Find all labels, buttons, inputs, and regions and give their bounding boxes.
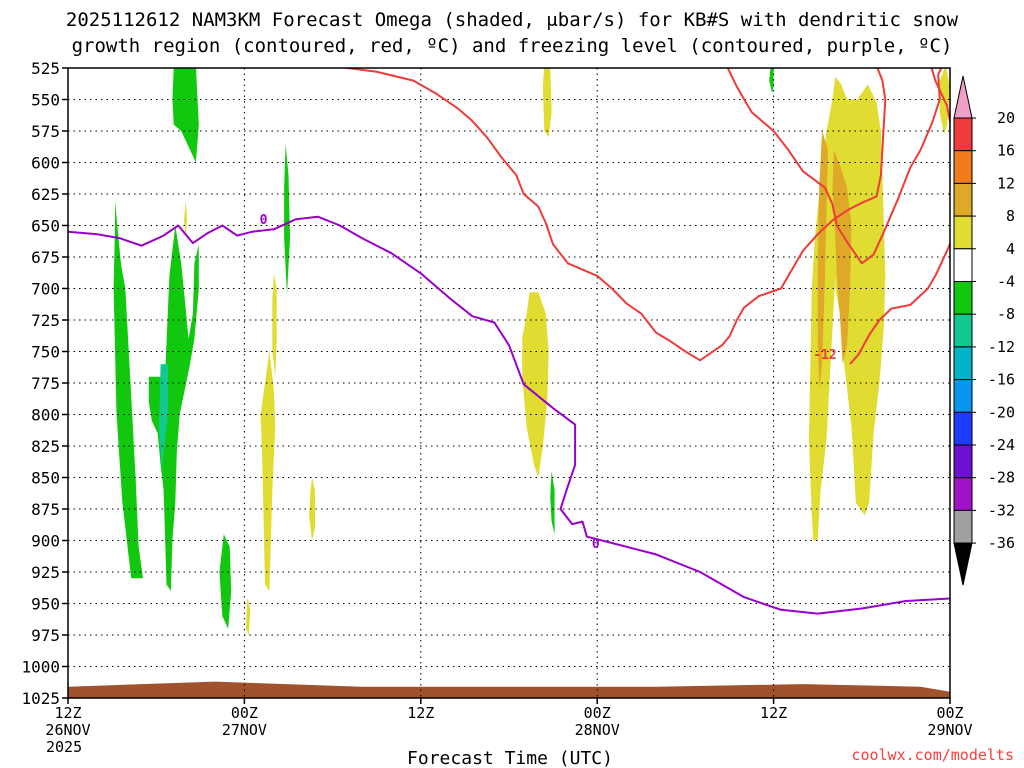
y-tick-label-650: 650 <box>31 217 60 236</box>
y-tick-label-875: 875 <box>31 500 60 519</box>
y-tick-label-925: 925 <box>31 563 60 582</box>
omega-region-pos4-13 <box>522 292 549 478</box>
omega-region-neg12-7 <box>159 364 168 472</box>
y-tick-label-900: 900 <box>31 532 60 551</box>
x-tick-label-0-2: 26NOV <box>45 721 90 739</box>
y-axis: 525 550 575 600 625 650 675 700 725 750 775 800 825 8… <box>21 59 68 708</box>
x-axis-label: Forecast Time (UTC) <box>407 748 613 768</box>
dgz-contour-label: -12 <box>813 348 836 363</box>
colorbar-band-11 <box>953 444 973 479</box>
y-tick-label-800: 800 <box>31 406 60 425</box>
freezing-level-contour <box>68 215 950 615</box>
colorbar-label-5: -4 <box>997 273 1015 291</box>
grid-layer <box>68 68 950 698</box>
y-tick-label-775: 775 <box>31 374 60 393</box>
omega-region-pos4-10 <box>184 200 188 239</box>
colorbar-band-2 <box>953 150 973 184</box>
dgz-contour-2 <box>849 68 950 365</box>
x-tick-label-0-1: 12Z <box>54 704 81 722</box>
y-tick-label-675: 675 <box>31 248 60 267</box>
contour-layer: -12 0 0 <box>68 68 950 615</box>
colorbar-label-9: -20 <box>988 403 1015 421</box>
colorbar-label-1: 16 <box>997 142 1015 160</box>
ground-terrain <box>68 681 950 698</box>
omega-region-neg8-2 <box>148 225 199 591</box>
colorbar-band-10 <box>953 411 973 446</box>
omega-region-neg8-0 <box>113 200 143 579</box>
y-tick-label-825: 825 <box>31 437 60 456</box>
colorbar-band-4 <box>953 215 973 250</box>
y-tick-label-575: 575 <box>31 122 60 141</box>
colorbar-label-6: -8 <box>997 305 1015 323</box>
colorbar-label-8: -16 <box>988 371 1015 389</box>
x-tick-label-0-3: 2025 <box>46 738 82 756</box>
colorbar-label-4: 4 <box>1006 240 1015 258</box>
x-tick-label-2-1: 12Z <box>407 704 434 722</box>
colorbar: 20 16 12 8 4 -4 -8 -12 -16 -20 -24 -28 -32 -36 <box>953 75 1015 586</box>
y-tick-label-950: 950 <box>31 595 60 614</box>
y-tick-label-625: 625 <box>31 185 60 204</box>
y-tick-label-850: 850 <box>31 469 60 488</box>
colorbar-band-12 <box>953 477 973 511</box>
colorbar-band-9 <box>953 379 973 413</box>
y-tick-label-525: 525 <box>31 59 60 78</box>
y-tick-label-1025: 1025 <box>21 689 60 708</box>
y-tick-label-975: 975 <box>31 626 60 645</box>
omega-region-pos4-14 <box>542 68 552 138</box>
dgz-contour-0 <box>337 68 887 362</box>
colorbar-label-11: -28 <box>988 469 1015 487</box>
colorbar-label-12: -32 <box>988 501 1015 519</box>
colorbar-band-8 <box>953 346 973 381</box>
y-tick-label-1000: 1000 <box>21 658 60 677</box>
x-tick-label-3-2: 28NOV <box>575 721 620 739</box>
x-tick-label-4-1: 12Z <box>760 704 787 722</box>
ground-layer <box>68 681 950 698</box>
colorbar-label-2: 12 <box>997 174 1015 192</box>
x-tick-label-1-1: 00Z <box>231 704 258 722</box>
credit-text: coolwx.com/modelts <box>851 746 1014 764</box>
omega-region-neg8-4 <box>284 143 290 295</box>
colorbar-band-5 <box>953 248 973 283</box>
freezing-level-label-0: 0 <box>260 213 268 228</box>
y-tick-label-725: 725 <box>31 311 60 330</box>
colorbar-band-6 <box>953 281 973 315</box>
colorbar-top-triangle <box>953 75 973 119</box>
omega-region-neg8-6 <box>769 68 774 94</box>
omega-region-neg8-5 <box>550 471 555 535</box>
y-tick-label-600: 600 <box>31 154 60 173</box>
colorbar-label-10: -24 <box>988 436 1015 454</box>
freezing-level-label-1: 0 <box>592 537 600 552</box>
colorbar-band-13 <box>953 509 973 544</box>
x-tick-label-5-2: 29NOV <box>927 721 972 739</box>
colorbar-band-7 <box>953 313 973 348</box>
x-tick-label-5-1: 00Z <box>936 704 963 722</box>
dgz-contour-1 <box>726 68 943 265</box>
chart-title-line1: 2025112612 NAM3KM Forecast Omega (shaded… <box>66 9 959 31</box>
y-tick-label-700: 700 <box>31 280 60 299</box>
chart-title-line2: growth region (contoured, red, ºC) and f… <box>72 35 953 57</box>
colorbar-label-13: -36 <box>988 534 1015 552</box>
omega-region-neg8-3 <box>219 534 232 629</box>
omega-region-pos4-8 <box>260 351 276 591</box>
y-tick-label-750: 750 <box>31 343 60 362</box>
plot-area: -12 0 0 <box>67 67 951 699</box>
y-tick-label-550: 550 <box>31 91 60 110</box>
x-tick-label-1-2: 27NOV <box>222 721 267 739</box>
omega-region-pos4-11 <box>309 477 315 541</box>
colorbar-bottom-triangle <box>953 542 973 586</box>
colorbar-band-1 <box>953 117 973 152</box>
colorbar-label-7: -12 <box>988 338 1015 356</box>
omega-region-pos8-17 <box>832 149 852 365</box>
omega-region-pos8-18 <box>817 131 828 390</box>
x-tick-label-3-1: 00Z <box>584 704 611 722</box>
omega-region-pos4-12 <box>245 597 251 635</box>
omega-region-neg8-1 <box>172 68 199 163</box>
colorbar-label-0: 20 <box>997 109 1015 127</box>
omega-region-pos4-9 <box>272 273 277 377</box>
colorbar-label-3: 8 <box>1006 207 1015 225</box>
colorbar-band-3 <box>953 182 973 217</box>
